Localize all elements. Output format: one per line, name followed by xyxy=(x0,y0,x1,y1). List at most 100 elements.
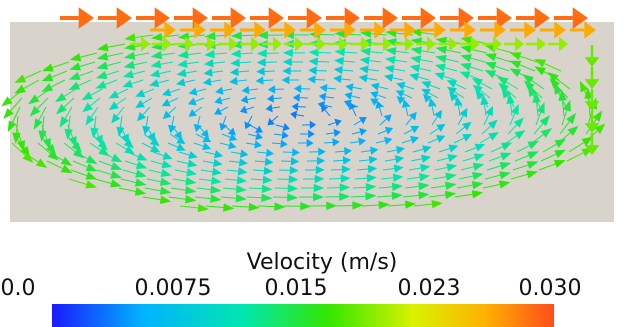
velocity-arrow xyxy=(205,205,224,208)
velocity-arrow-head xyxy=(267,118,275,126)
velocity-arrow-head xyxy=(219,122,228,131)
velocity-arrow-head xyxy=(471,78,483,87)
velocity-arrow-head xyxy=(293,84,302,93)
velocity-arrow-head xyxy=(240,95,249,104)
velocity-arrow xyxy=(144,187,161,192)
velocity-arrow xyxy=(419,67,432,72)
velocity-arrow-head xyxy=(539,115,550,127)
velocity-arrow xyxy=(352,86,363,90)
velocity-arrow-head xyxy=(318,147,326,157)
velocity-arrow xyxy=(220,196,237,199)
velocity-arrow-head xyxy=(308,48,319,57)
velocity-arrow-head xyxy=(185,36,194,52)
velocity-arrow-head xyxy=(405,36,414,52)
velocity-arrow xyxy=(252,169,265,172)
velocity-arrow-head xyxy=(292,148,300,157)
velocity-arrow xyxy=(70,169,87,177)
velocity-arrow-head xyxy=(292,93,300,102)
velocity-arrow-head xyxy=(241,85,250,95)
velocity-arrow xyxy=(395,50,410,54)
velocity-arrow xyxy=(561,110,568,126)
velocity-arrow-head xyxy=(238,158,248,167)
velocity-arrow-head xyxy=(370,82,380,91)
velocity-arrow-head xyxy=(524,21,536,39)
velocity-arrow xyxy=(296,114,305,117)
velocity-arrow-head xyxy=(409,72,420,82)
velocity-arrow xyxy=(143,88,155,94)
velocity-arrow-head xyxy=(436,123,446,132)
velocity-arrow-head xyxy=(307,75,316,84)
velocity-arrow-head xyxy=(254,21,266,39)
velocity-arrow xyxy=(50,79,66,88)
velocity-arrow-head xyxy=(291,102,299,111)
velocity-arrow xyxy=(24,70,42,79)
velocity-arrow xyxy=(412,148,424,153)
velocity-arrow-head xyxy=(60,156,73,166)
velocity-arrow-head xyxy=(135,99,145,109)
velocity-arrow-head xyxy=(410,46,422,55)
velocity-arrow-head xyxy=(280,139,288,148)
velocity-arrow xyxy=(351,95,361,99)
velocity-arrow-head xyxy=(422,145,432,154)
velocity-arrow-head xyxy=(584,79,600,89)
velocity-arrow-head xyxy=(151,32,163,42)
velocity-arrow-head xyxy=(116,7,132,29)
velocity-arrow-head xyxy=(487,119,498,130)
velocity-arrow xyxy=(141,142,153,149)
velocity-arrow xyxy=(210,79,222,83)
velocity-arrow xyxy=(168,97,179,103)
velocity-arrow-head xyxy=(320,104,329,113)
velocity-arrow xyxy=(237,79,248,82)
velocity-arrow-head xyxy=(394,155,405,164)
velocity-arrow xyxy=(195,133,205,139)
velocity-arrow-head xyxy=(230,49,241,58)
velocity-arrow-head xyxy=(460,45,472,54)
velocity-arrow-head xyxy=(433,109,442,119)
velocity-arrow xyxy=(38,106,47,121)
velocity-arrow xyxy=(531,87,543,99)
velocity-arrow xyxy=(12,106,21,123)
velocity-arrow xyxy=(360,150,371,153)
velocity-arrow xyxy=(536,102,539,117)
velocity-arrow-head xyxy=(434,72,445,81)
velocity-arrow-head xyxy=(527,140,540,150)
velocity-arrow-head xyxy=(361,36,370,52)
velocity-arrow-head xyxy=(345,83,354,92)
velocity-arrow-head xyxy=(282,66,291,76)
velocity-arrow xyxy=(506,81,519,90)
velocity-arrow xyxy=(11,142,26,156)
velocity-arrow xyxy=(194,97,205,102)
velocity-arrow-head xyxy=(444,190,457,200)
velocity-arrows xyxy=(1,7,606,213)
velocity-arrow xyxy=(519,64,536,72)
velocity-arrow-head xyxy=(523,80,535,91)
velocity-arrow xyxy=(421,50,436,54)
velocity-arrow xyxy=(224,178,238,181)
velocity-arrow-head xyxy=(494,21,506,39)
velocity-arrow-head xyxy=(421,81,432,89)
velocity-arrow xyxy=(226,169,239,172)
velocity-arrow xyxy=(559,121,570,135)
velocity-arrow xyxy=(351,131,361,135)
velocity-arrow-head xyxy=(493,36,502,52)
velocity-arrow-head xyxy=(22,152,34,163)
velocity-arrow xyxy=(246,196,262,199)
velocity-arrow-head xyxy=(150,50,163,60)
velocity-arrow xyxy=(171,115,175,126)
velocity-arrow xyxy=(197,124,205,133)
velocity-arrow-head xyxy=(374,21,386,39)
velocity-arrow xyxy=(335,204,353,207)
velocity-arrow xyxy=(324,109,331,117)
velocity-arrow xyxy=(170,187,186,191)
velocity-arrow xyxy=(172,178,187,182)
velocity-arrow-head xyxy=(98,146,110,157)
velocity-arrow-head xyxy=(110,153,123,163)
velocity-arrow-head xyxy=(204,31,216,41)
velocity-arrow xyxy=(453,137,465,144)
velocity-arrow xyxy=(133,61,148,66)
velocity-arrow-head xyxy=(342,156,352,165)
velocity-arrow-head xyxy=(123,138,134,149)
velocity-arrow xyxy=(378,186,393,189)
velocity-arrow-head xyxy=(422,93,432,103)
velocity-arrow xyxy=(404,185,419,189)
